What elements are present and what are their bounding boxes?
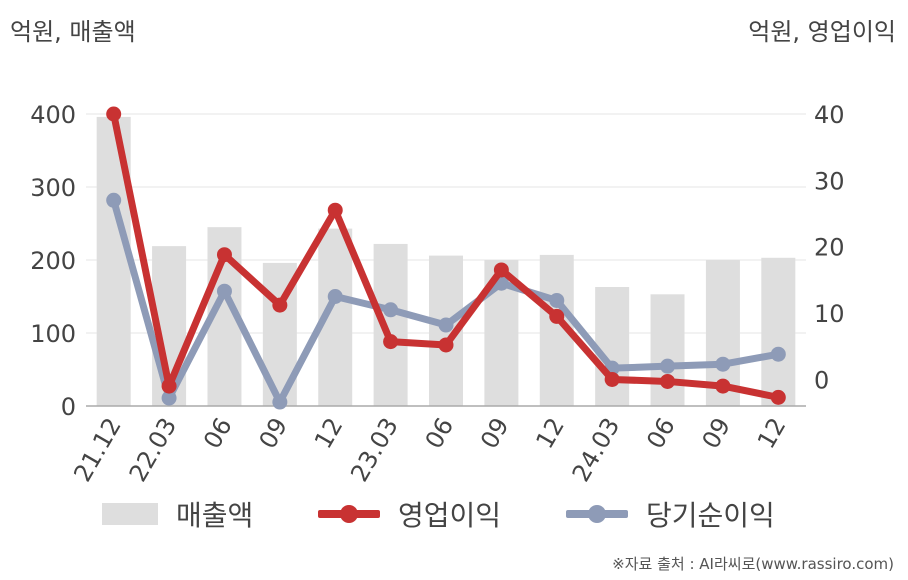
x-tick-label: 06 [641,413,681,453]
x-tick-label: 22.03 [124,413,183,487]
legend-item-revenue: 매출액 [102,492,253,536]
right-tick-label: 20 [814,234,845,262]
x-tick-label: 09 [697,413,737,453]
point-net-income [770,346,786,362]
point-operating-profit [383,334,399,350]
point-net-income [216,283,232,299]
legend-label-revenue: 매출액 [176,499,254,532]
legend-label-operating-profit: 영업이익 [398,499,502,532]
x-tick-label: 12 [752,413,792,453]
point-operating-profit [438,337,454,353]
right-tick-label: 30 [814,167,845,195]
x-tick-label: 06 [420,413,460,453]
point-net-income [715,356,731,372]
point-net-income [106,192,122,208]
bar-revenue [373,243,408,406]
legend-swatch-net-income [566,503,628,525]
point-net-income [383,302,399,318]
x-tick-label: 21.12 [68,413,127,487]
point-operating-profit [272,297,288,313]
point-operating-profit [549,308,565,324]
legend-item-net-income: 당기순이익 [566,492,775,536]
x-tick-label: 23.03 [345,413,404,487]
point-net-income [272,394,288,410]
x-tick-label: 12 [530,413,570,453]
point-net-income [161,390,177,406]
legend-swatch-operating-profit [318,503,380,525]
point-operating-profit [216,247,232,263]
x-tick-label: 09 [254,413,294,453]
right-tick-label: 10 [814,300,845,328]
point-net-income [660,358,676,374]
bar-revenue [650,294,685,406]
left-axis-unit-label: 억원, 매출액 [10,18,136,46]
left-tick-label: 400 [30,101,76,129]
point-net-income [438,317,454,333]
point-operating-profit [327,202,343,218]
left-tick-label: 100 [30,320,76,348]
point-operating-profit [660,373,676,389]
x-tick-label: 12 [309,413,349,453]
chart-legend: 매출액 영업이익 당기순이익 [0,492,908,536]
left-tick-label: 0 [61,393,76,421]
legend-item-operating-profit: 영업이익 [318,492,501,536]
point-operating-profit [770,389,786,405]
right-tick-label: 40 [814,101,845,129]
right-tick-label: 0 [814,366,829,394]
left-tick-label: 200 [30,247,76,275]
right-axis-unit-label: 억원, 영업이익 [748,18,896,46]
x-tick-label: 24.03 [567,413,626,487]
point-operating-profit [604,371,620,387]
bar-revenue [761,257,796,406]
point-net-income [327,289,343,304]
legend-label-net-income: 당기순이익 [646,499,775,532]
source-credit: ※자료 출처 : AI라씨로(www.rassiro.com) [612,555,894,573]
x-tick-label: 06 [198,413,238,453]
point-operating-profit [715,378,731,394]
left-tick-label: 300 [30,174,76,202]
point-net-income [549,292,565,308]
x-tick-label: 09 [475,413,515,453]
point-operating-profit [493,262,509,278]
bar-revenue [595,287,630,406]
point-operating-profit [161,378,177,394]
legend-swatch-revenue [102,503,158,525]
point-operating-profit [106,106,122,122]
